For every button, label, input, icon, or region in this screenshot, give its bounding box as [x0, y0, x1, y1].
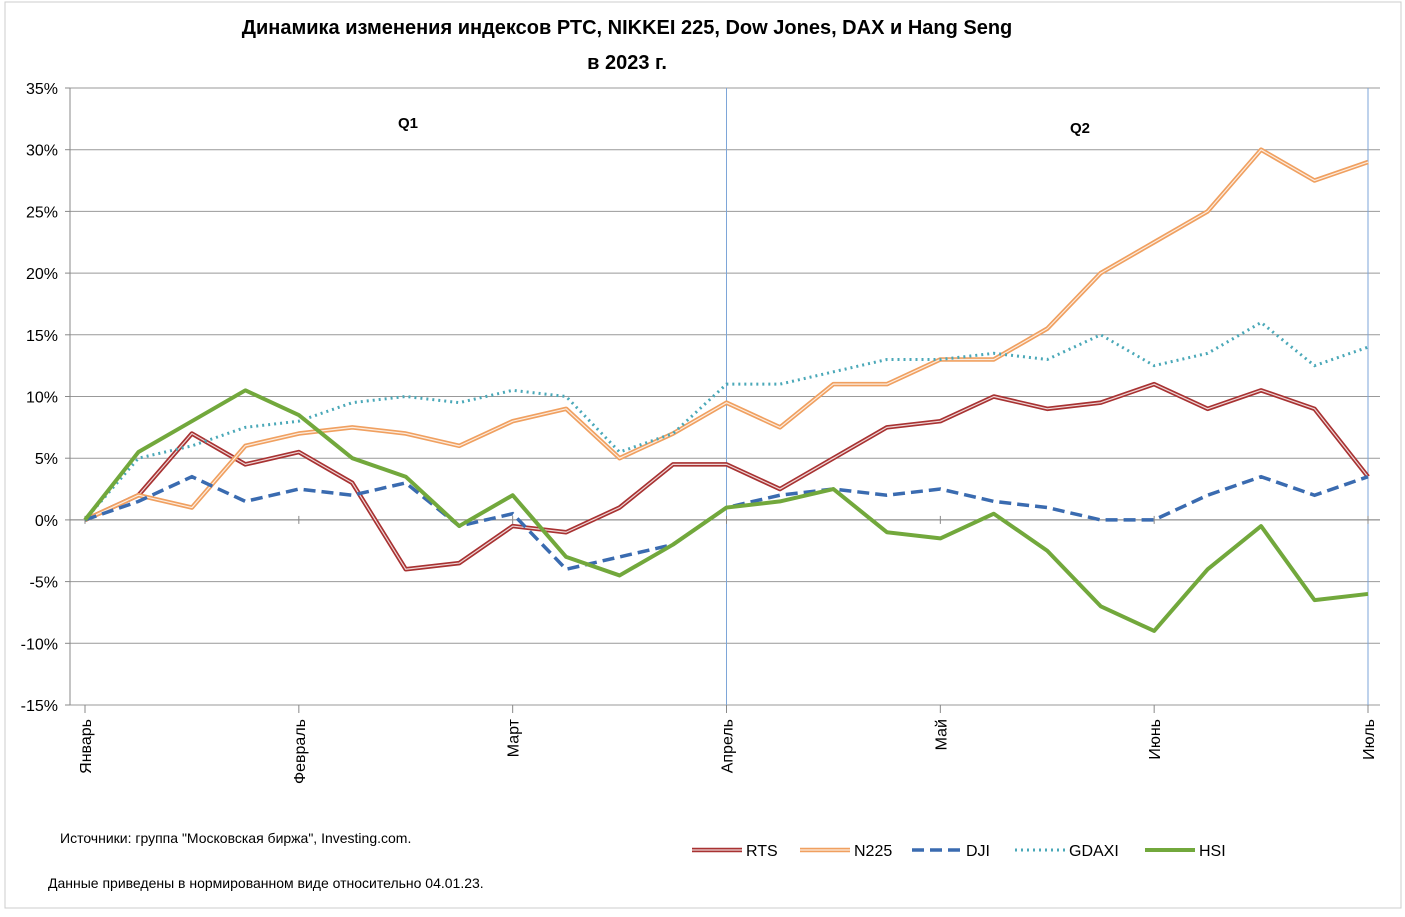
series-line-core: [84, 149, 1369, 521]
y-tick-label: 0%: [35, 513, 58, 530]
legend-label: N225: [854, 843, 892, 860]
x-tick-label: Июль: [1361, 719, 1378, 760]
note: Источники: группа "Московская биржа", In…: [60, 830, 411, 846]
x-tick-label: Июнь: [1147, 719, 1164, 760]
y-tick-label: -15%: [21, 698, 58, 715]
chart-title: Динамика изменения индексов РТС, NIKKEI …: [242, 17, 1013, 39]
series-line-core: [84, 383, 1369, 570]
legend-label: DJI: [966, 843, 990, 860]
x-tick-label: Апрель: [720, 719, 737, 773]
series-line: [83, 388, 1369, 633]
annotation: Q1: [398, 115, 418, 132]
y-tick-label: -5%: [30, 575, 58, 592]
frame: [4, 1, 1402, 909]
y-tick-label: 15%: [26, 328, 58, 345]
legend-label: RTS: [746, 843, 778, 860]
note: Данные приведены в нормированном виде от…: [48, 875, 484, 891]
x-tick-label: Февраль: [292, 719, 309, 784]
chart-title: в 2023 г.: [587, 52, 667, 74]
x-tick-label: Январь: [78, 719, 95, 774]
y-tick-label: 20%: [26, 266, 58, 283]
y-tick-label: -10%: [21, 636, 58, 653]
y-tick-label: 30%: [26, 143, 58, 160]
annotation: Q2: [1070, 120, 1090, 137]
y-tick-label: 5%: [35, 451, 58, 468]
x-tick-label: Март: [506, 718, 523, 757]
y-tick-label: 10%: [26, 390, 58, 407]
x-tick-label: Май: [933, 719, 950, 750]
y-tick-label: 25%: [26, 204, 58, 221]
legend-label: GDAXI: [1069, 843, 1119, 860]
legend-label: HSI: [1199, 843, 1226, 860]
y-tick-label: 35%: [26, 81, 58, 98]
series-line: [83, 320, 1369, 521]
